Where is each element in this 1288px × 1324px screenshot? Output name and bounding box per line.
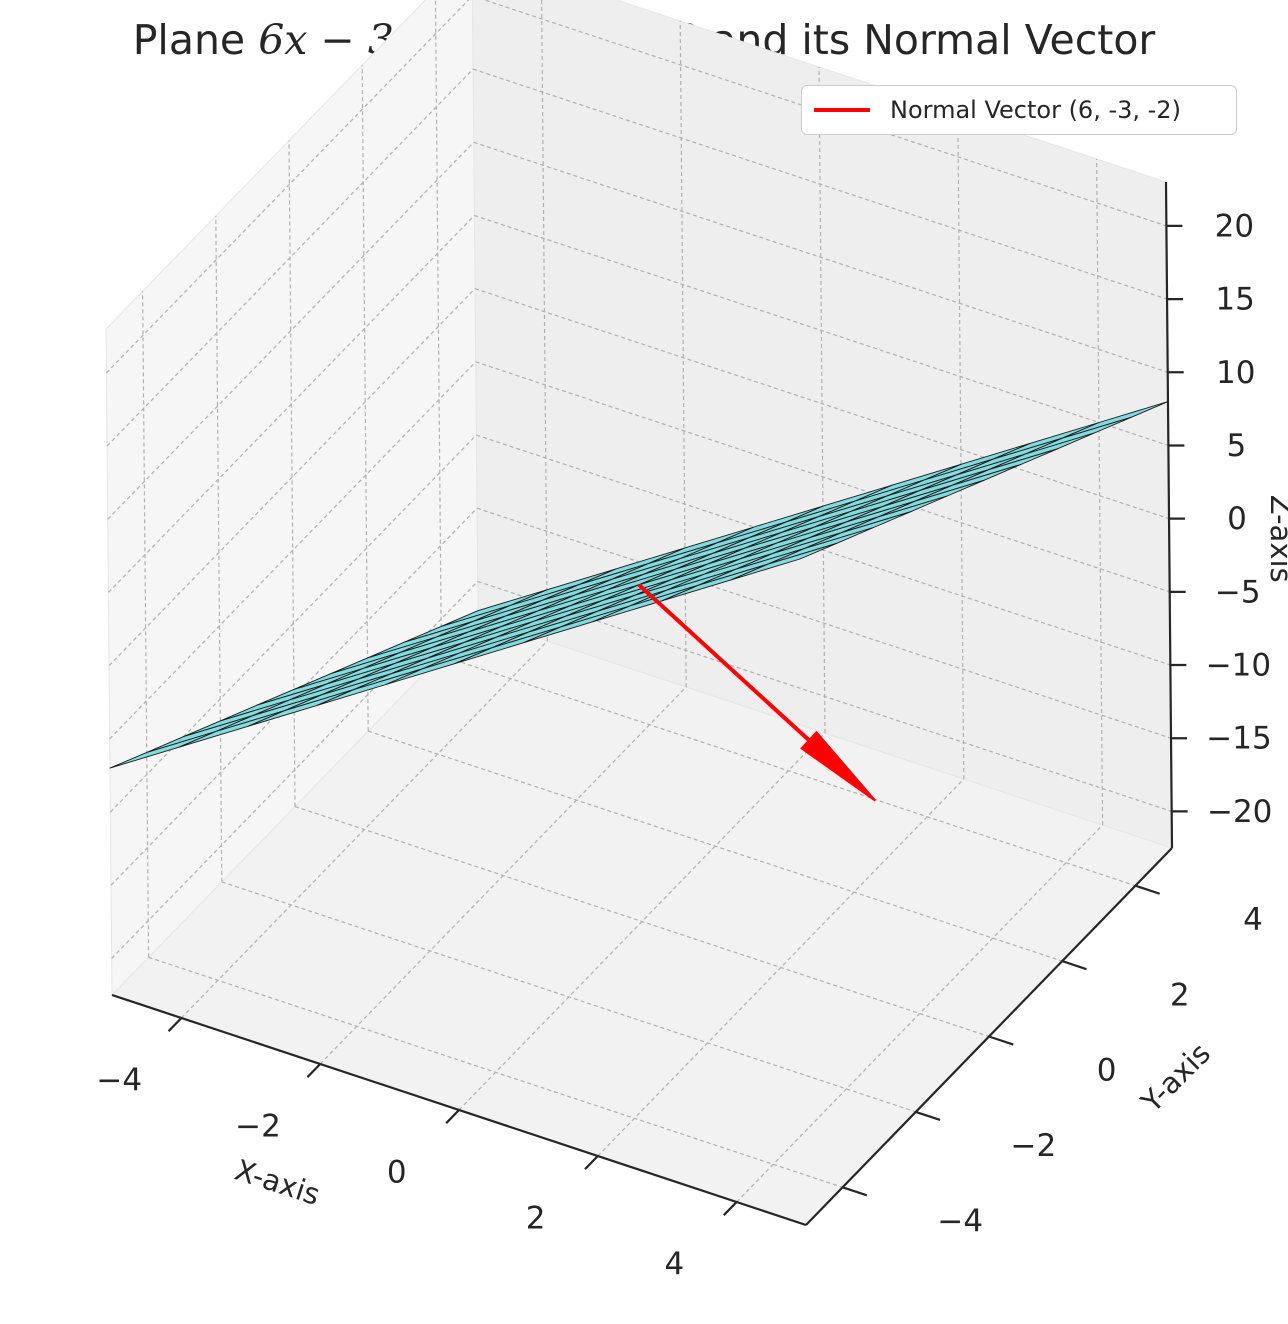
- y-tick-label: 2: [1170, 977, 1190, 1013]
- z-tick-label: −20: [1207, 794, 1272, 830]
- vector-arrowhead: [800, 730, 877, 802]
- legend: Normal Vector (6, -3, -2): [801, 85, 1237, 135]
- legend-swatch: [814, 108, 870, 112]
- z-tick-label: 15: [1215, 282, 1254, 318]
- y-tick-label: 0: [1097, 1053, 1117, 1089]
- y-tick: [842, 1186, 868, 1197]
- z-tick-label: −15: [1206, 721, 1271, 757]
- grid-z-side: [109, 361, 477, 740]
- legend-label: Normal Vector (6, -3, -2): [890, 96, 1181, 124]
- grid-y-side: [434, 0, 442, 656]
- z-tick-label: 10: [1216, 355, 1255, 391]
- x-tick: [306, 1063, 321, 1078]
- grid-y-floor: [368, 730, 1063, 962]
- x-tick-label: −4: [96, 1063, 142, 1099]
- grid-z-side: [107, 141, 475, 520]
- x-tick-label: 2: [526, 1201, 546, 1237]
- grid-z-back: [474, 288, 1170, 520]
- grid-x-back: [818, 66, 826, 734]
- axis-lines: [111, 181, 1188, 1227]
- grid-y-side: [142, 291, 150, 958]
- grid-z-back: [474, 214, 1169, 447]
- grid-z-back: [473, 141, 1168, 373]
- grid-x-back: [679, 20, 687, 688]
- y-tick: [1135, 884, 1161, 895]
- x-tick-label: 4: [665, 1247, 685, 1283]
- y-tick-label: 4: [1243, 902, 1263, 938]
- z-axis-label: Z-axis: [1264, 495, 1288, 583]
- grid-z-back: [472, 68, 1168, 300]
- grid-z-back: [475, 361, 1170, 593]
- x-tick: [584, 1155, 599, 1170]
- axis-panes: [105, 0, 1173, 1226]
- z-tick-label: −5: [1215, 574, 1261, 610]
- grid-x-back: [957, 112, 965, 780]
- x-tick-label: −2: [235, 1109, 281, 1145]
- y-tick: [1061, 960, 1087, 971]
- grid-y-floor: [441, 655, 1136, 887]
- grid-y-floor: [221, 881, 916, 1113]
- z-tick-label: 20: [1215, 208, 1254, 244]
- normal-vector: [637, 583, 877, 802]
- grid-z-side: [105, 0, 470, 374]
- grid-y-side: [361, 65, 369, 732]
- grid-z-back: [476, 434, 1171, 666]
- z-axis-line: [1164, 181, 1174, 849]
- grid-x-back: [541, 0, 549, 642]
- z-tick-label: 0: [1227, 501, 1247, 537]
- z-tick-label: 5: [1227, 428, 1247, 464]
- x-tick: [445, 1109, 460, 1124]
- y-axis-label: Y-axis: [1134, 1036, 1217, 1119]
- grid-y-side: [288, 140, 296, 807]
- grid-z-side: [106, 68, 474, 447]
- y-tick-label: −4: [937, 1204, 983, 1240]
- grid-y-side: [215, 215, 223, 882]
- vector-shaft: [637, 583, 811, 742]
- grid-z-back: [476, 507, 1172, 739]
- z-tick-label: −10: [1206, 648, 1271, 684]
- x-tick: [167, 1017, 183, 1032]
- grid-x-back: [1095, 158, 1104, 826]
- y-tick-label: −2: [1011, 1128, 1057, 1164]
- x-axis-label: X-axis: [231, 1153, 324, 1212]
- y-tick: [988, 1035, 1014, 1046]
- grid-y-floor: [148, 956, 843, 1188]
- grid-lines: [105, 0, 1172, 1203]
- plane-surface: [109, 401, 1169, 769]
- x-tick: [723, 1201, 738, 1216]
- grid-z-side: [108, 288, 476, 667]
- grid-y-floor: [294, 805, 990, 1038]
- title-prefix: Plane: [132, 16, 259, 64]
- x-tick-label: 0: [387, 1155, 407, 1191]
- grid-z-side: [107, 215, 475, 593]
- y-tick: [915, 1110, 941, 1121]
- surface-patch: [730, 542, 838, 581]
